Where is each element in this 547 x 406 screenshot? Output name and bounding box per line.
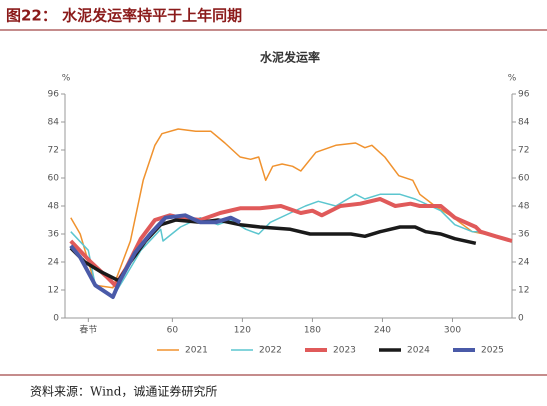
legend-label: 2023	[333, 346, 356, 356]
y-tick-label: 36	[48, 230, 60, 240]
y-tick-label: 72	[48, 146, 59, 156]
y-tick-label: 12	[48, 286, 59, 296]
y2-tick-label: 96	[518, 90, 530, 100]
y-tick-label: 24	[48, 258, 60, 268]
legend-label: 2025	[481, 346, 504, 356]
y2-tick-label: 12	[518, 286, 529, 296]
y-unit: %	[62, 74, 71, 84]
series-line	[69, 218, 477, 283]
y-tick-label: 48	[48, 202, 60, 212]
y2-tick-label: 60	[518, 174, 530, 184]
source-note: 资料来源：Wind，诚通证券研究所	[30, 384, 217, 399]
y2-tick-label: 72	[518, 146, 529, 156]
legend-label: 2024	[407, 346, 430, 356]
y2-tick-label: 36	[518, 230, 530, 240]
series-line	[69, 213, 241, 299]
series-line	[70, 193, 481, 298]
series-line	[70, 128, 513, 289]
y-tick-label: 60	[48, 174, 60, 184]
figure-header: 图22： 水泥发运率持平于上年同期	[6, 7, 242, 25]
chart-title: 水泥发运率	[260, 50, 320, 65]
y2-tick-label: 0	[518, 314, 524, 324]
legend-label: 2021	[185, 346, 208, 356]
y2-tick-label: 84	[518, 118, 530, 128]
y-tick-label: 96	[48, 90, 60, 100]
x-tick-label: 春节	[79, 324, 97, 336]
x-tick-label: 240	[374, 326, 391, 336]
x-tick-label: 60	[167, 326, 179, 336]
y2-tick-label: 24	[518, 258, 530, 268]
x-tick-label: 120	[234, 326, 251, 336]
x-tick-label: 180	[304, 326, 321, 336]
y-tick-label: 0	[53, 314, 59, 324]
x-tick-label: 300	[444, 326, 461, 336]
legend-label: 2022	[259, 346, 282, 356]
y2-unit: %	[508, 74, 517, 84]
y2-tick-label: 48	[518, 202, 530, 212]
y-tick-label: 84	[48, 118, 60, 128]
